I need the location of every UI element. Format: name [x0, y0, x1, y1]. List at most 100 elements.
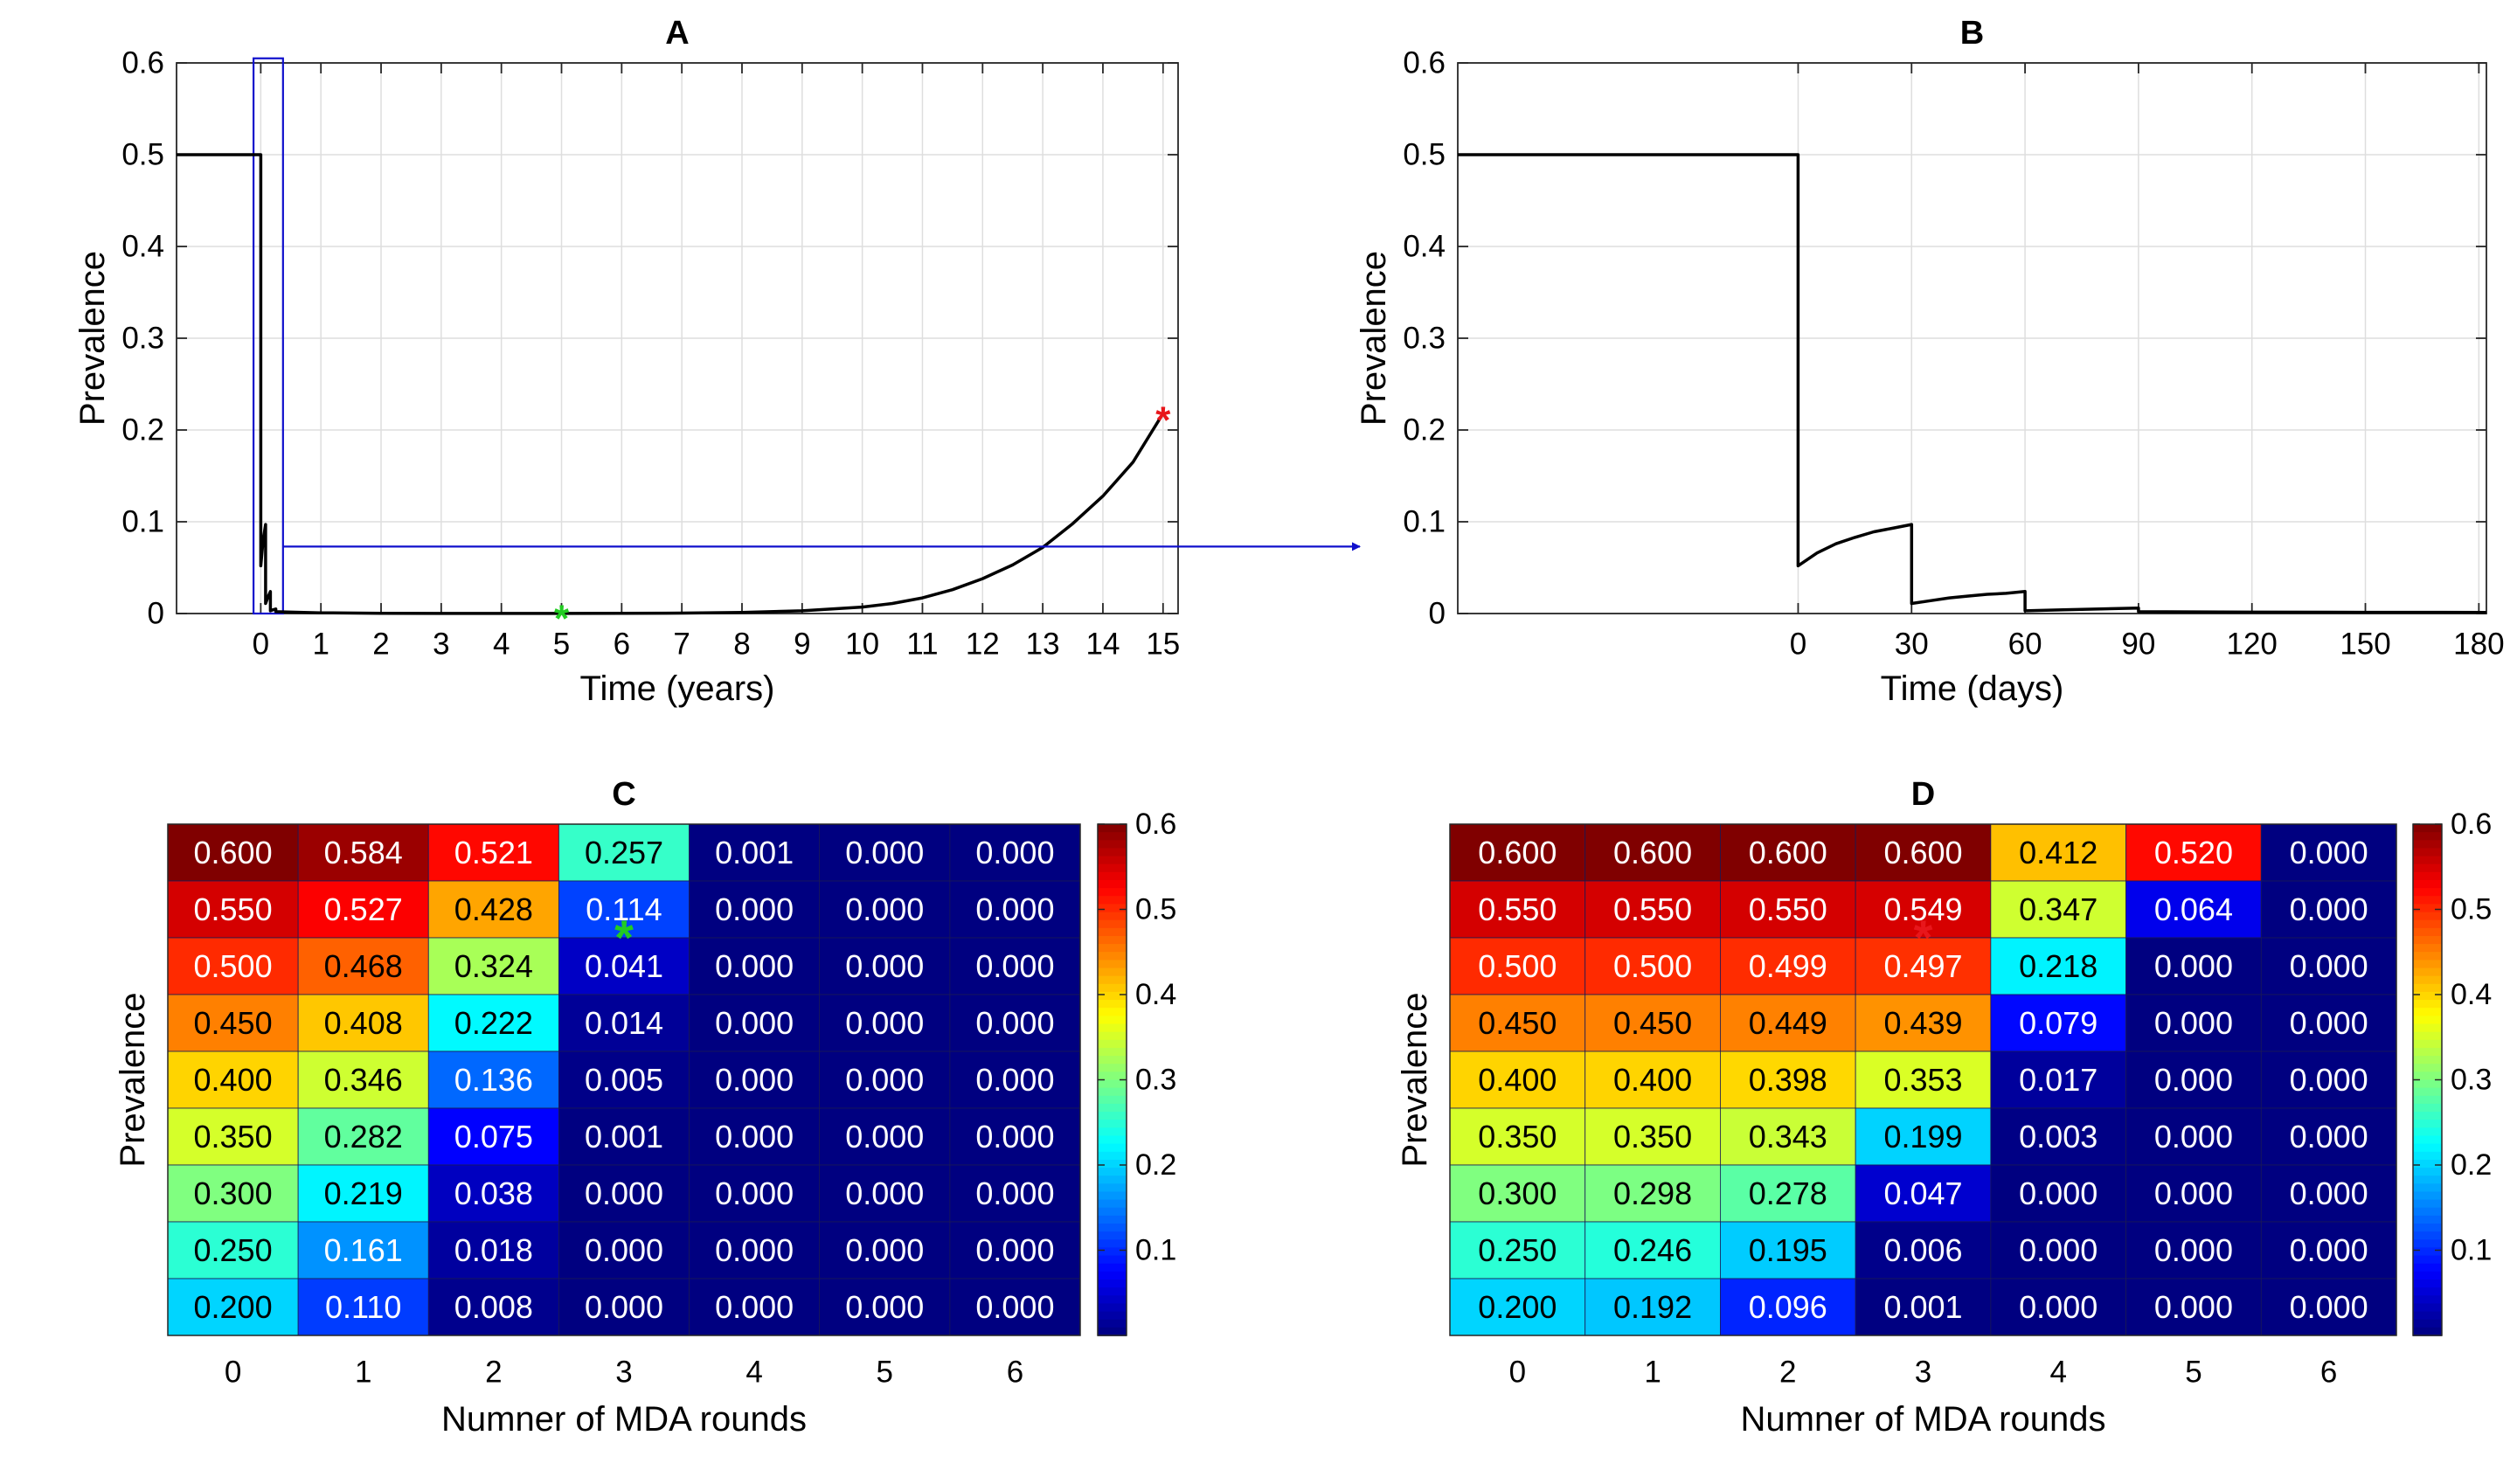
heat-cell-value: 0.549	[1883, 891, 1962, 927]
colorbar-segment	[2413, 1031, 2442, 1041]
star-marker: *	[554, 597, 570, 640]
colorbar-segment	[2413, 919, 2442, 929]
x-tick-label: 0	[225, 1356, 241, 1390]
colorbar-segment	[2413, 848, 2442, 857]
heat-cell	[2125, 880, 2262, 939]
heat-cell-value: 0.347	[2019, 891, 2098, 927]
y-tick-label: 0.6	[1403, 46, 1446, 80]
x-tick-label: 3	[433, 628, 449, 662]
heat-cell-value: 0.000	[845, 835, 924, 870]
x-tick-label: 5	[553, 628, 570, 662]
heat-cell	[689, 1221, 821, 1279]
heat-cell-value: 0.000	[585, 1232, 663, 1268]
heat-cell-value: 0.096	[1749, 1289, 1827, 1325]
heat-cell-value: 0.001	[715, 835, 794, 870]
colorbar-segment	[1098, 1183, 1127, 1193]
heat-cell-value: 0.600	[1613, 835, 1692, 870]
heat-cell	[2125, 1107, 2262, 1166]
heat-cell	[949, 1278, 1081, 1336]
heat-cell-value: 0.600	[194, 835, 273, 870]
heat-cell-value: 0.400	[1613, 1062, 1692, 1098]
colorbar-segment	[1098, 840, 1127, 849]
heat-cell	[1449, 1051, 1586, 1109]
heat-cell	[558, 1107, 690, 1166]
heat-cell-value: 0.000	[975, 1175, 1054, 1211]
heat-cell	[1720, 880, 1856, 939]
heat-cell	[819, 1164, 951, 1223]
colorbar-segment	[1098, 1295, 1127, 1305]
colorbar-segment	[1098, 1031, 1127, 1041]
colorbar-segment	[2413, 1112, 2442, 1121]
heat-cell	[1990, 1107, 2126, 1166]
heat-cell	[1449, 1221, 1586, 1279]
x-tick-label: 6	[614, 628, 630, 662]
heat-cell-value: 0.550	[1478, 891, 1557, 927]
heat-cell	[2125, 994, 2262, 1052]
x-tick-label: 14	[1085, 628, 1120, 662]
heat-cell-value: 0.000	[2290, 1005, 2368, 1041]
heat-cell	[1720, 1107, 1856, 1166]
colorbar-segment	[1098, 1079, 1127, 1089]
colorbar-segment	[2413, 975, 2442, 985]
heat-cell-value: 0.000	[2019, 1232, 2098, 1268]
heat-cell	[689, 1107, 821, 1166]
heat-cell-value: 0.000	[715, 1289, 794, 1325]
colorbar-segment	[2413, 912, 2442, 921]
heat-cell-value: 0.400	[1478, 1062, 1557, 1098]
colorbar-segment	[2413, 983, 2442, 993]
heat-cell	[1584, 1107, 1721, 1166]
heat-cell	[949, 1107, 1081, 1166]
y-tick-label: 0.4	[121, 230, 164, 264]
colorbar-segment	[2413, 1143, 2442, 1153]
heat-cell-value: 0.079	[2019, 1005, 2098, 1041]
heat-cell	[1990, 1164, 2126, 1223]
heat-cell	[819, 937, 951, 995]
heat-border	[1449, 823, 2397, 1336]
colorbar-segment	[1098, 927, 1127, 937]
heat-cell-value: 0.000	[975, 1119, 1054, 1155]
y-axis-label: Prevalence	[73, 251, 112, 426]
colorbar-segment	[1098, 1047, 1127, 1057]
heat-cell-value: 0.000	[2290, 835, 2368, 870]
heat-cell-value: 0.000	[2290, 948, 2368, 984]
colorbar-segment	[2413, 1079, 2442, 1089]
heat-cell-value: 0.257	[585, 835, 663, 870]
heat-cell-value: 0.000	[2290, 1289, 2368, 1325]
colorbar-segment	[2413, 1287, 2442, 1297]
heat-cell	[689, 937, 821, 995]
colorbar-tick-label: 0.4	[1135, 978, 1176, 1011]
heat-cell	[558, 994, 690, 1052]
colorbar-segment	[1098, 1319, 1127, 1328]
colorbar-segment	[1098, 1016, 1127, 1025]
heat-cell	[689, 1164, 821, 1223]
colorbar-segment	[1098, 1064, 1127, 1073]
heat-cell-value: 0.000	[975, 1289, 1054, 1325]
heat-cell-value: 0.000	[2154, 1119, 2233, 1155]
colorbar-tick-label: 0.1	[2451, 1234, 2492, 1267]
heat-cell-value: 0.047	[1883, 1175, 1962, 1211]
heat-cell-value: 0.000	[715, 1232, 794, 1268]
heat-cell-value: 0.246	[1613, 1232, 1692, 1268]
y-tick-label: 0.1	[121, 505, 164, 539]
series-line	[1458, 153, 2487, 614]
heat-cell	[427, 1107, 559, 1166]
y-tick-label: 0.2	[1403, 413, 1446, 447]
colorbar-segment	[1098, 848, 1127, 857]
colorbar-segment	[2413, 832, 2442, 842]
heat-cell	[1449, 823, 1586, 882]
colorbar-segment	[1098, 912, 1127, 921]
heat-cell-value: 0.000	[845, 1232, 924, 1268]
heat-cell-value: 0.500	[1478, 948, 1557, 984]
colorbar-segment	[2413, 863, 2442, 873]
panel-c: 0.600 0.584 0.521 0.257 0.001 0.000 0.0000.550…	[114, 776, 1176, 1439]
heat-cell-value: 0.000	[975, 948, 1054, 984]
colorbar-tick-label: 0.2	[1135, 1148, 1176, 1182]
colorbar-tick-label: 0.4	[2451, 978, 2492, 1011]
heat-cell	[297, 880, 429, 939]
colorbar-segment	[1098, 1168, 1127, 1176]
colorbar-segment	[1098, 919, 1127, 929]
colorbar-segment	[2413, 1191, 2442, 1201]
colorbar-tick-label: 0.5	[1135, 893, 1176, 926]
heat-cell-value: 0.222	[454, 1005, 533, 1041]
